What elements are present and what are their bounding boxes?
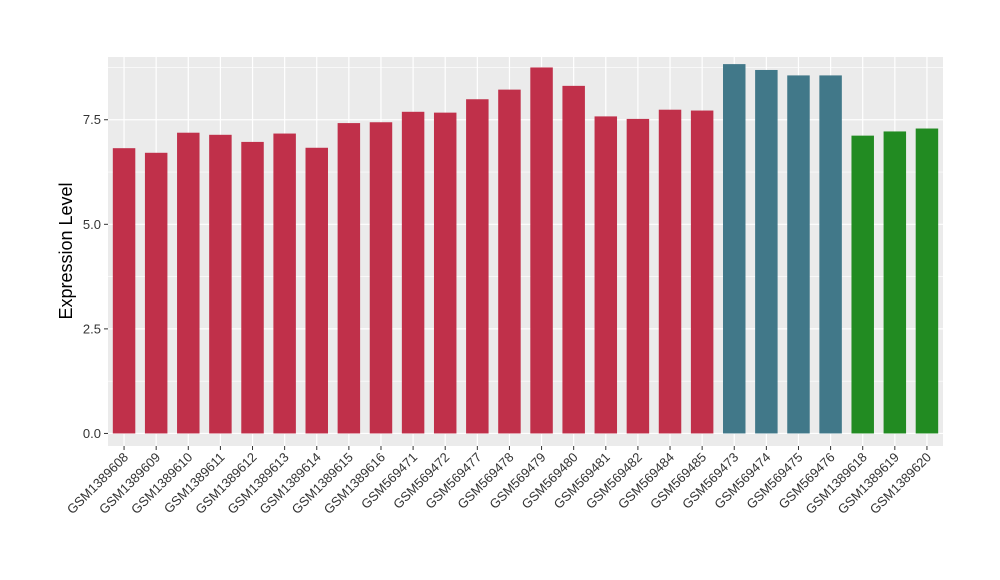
bars bbox=[112, 64, 939, 434]
bar bbox=[915, 128, 939, 434]
y-tick-label: 7.5 bbox=[83, 112, 101, 127]
bar bbox=[273, 133, 296, 434]
y-tick-label: 5.0 bbox=[83, 217, 101, 232]
bar bbox=[658, 109, 682, 434]
bar bbox=[305, 147, 328, 434]
bar bbox=[144, 152, 168, 434]
bar bbox=[626, 118, 650, 434]
bar bbox=[498, 89, 521, 434]
bar bbox=[112, 148, 136, 434]
bar bbox=[369, 122, 393, 434]
bar bbox=[755, 69, 778, 434]
y-tick-label: 0.0 bbox=[83, 426, 101, 441]
bar bbox=[723, 64, 746, 434]
bar bbox=[177, 132, 200, 434]
bar bbox=[337, 123, 361, 434]
bar bbox=[433, 112, 457, 434]
bar bbox=[690, 110, 714, 434]
bar bbox=[401, 111, 425, 434]
y-axis-title: Expression Level bbox=[56, 182, 76, 319]
bar bbox=[883, 131, 907, 434]
bar bbox=[819, 75, 842, 434]
bar bbox=[466, 99, 489, 434]
y-tick-label: 2.5 bbox=[83, 321, 101, 336]
bar bbox=[209, 134, 232, 434]
bar bbox=[562, 85, 585, 434]
bar bbox=[594, 116, 618, 434]
bar bbox=[787, 75, 810, 434]
y-axis-ticks: 0.0 2.5 5.0 7.5 bbox=[83, 112, 108, 441]
bar bbox=[851, 135, 874, 434]
bar bbox=[530, 67, 553, 434]
plot-panel bbox=[108, 57, 943, 446]
bar bbox=[241, 141, 264, 434]
